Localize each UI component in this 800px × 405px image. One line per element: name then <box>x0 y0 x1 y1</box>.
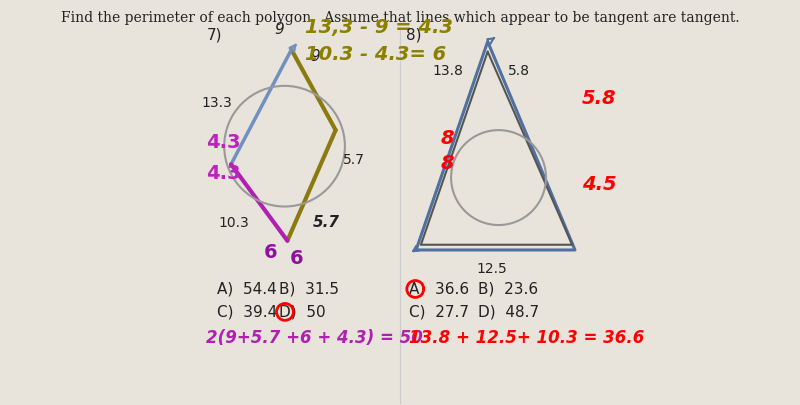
Text: 13.3: 13.3 <box>202 96 232 110</box>
Text: 5.7: 5.7 <box>313 215 340 230</box>
Text: C)  27.7: C) 27.7 <box>409 305 469 320</box>
Text: 7): 7) <box>207 28 222 43</box>
Text: A)  36.6: A) 36.6 <box>409 281 469 296</box>
Text: 6: 6 <box>264 243 278 262</box>
Text: D)  48.7: D) 48.7 <box>478 305 539 320</box>
Text: C)  39.4: C) 39.4 <box>217 305 278 320</box>
Text: 5.8: 5.8 <box>582 89 617 108</box>
Text: 12.5: 12.5 <box>476 262 507 276</box>
Text: 6: 6 <box>290 249 303 268</box>
Text: B)  31.5: B) 31.5 <box>279 281 339 296</box>
Text: Find the perimeter of each polygon.  Assume that lines which appear to be tangen: Find the perimeter of each polygon. Assu… <box>61 11 739 26</box>
Text: 9: 9 <box>274 22 284 37</box>
Text: 8: 8 <box>440 153 454 173</box>
Text: 4.3: 4.3 <box>206 134 241 152</box>
Text: 9: 9 <box>310 49 321 64</box>
Text: 10.3 - 4.3= 6: 10.3 - 4.3= 6 <box>306 45 446 64</box>
Text: B)  23.6: B) 23.6 <box>478 281 538 296</box>
Text: 2(9+5.7 +6 + 4.3) = 50: 2(9+5.7 +6 + 4.3) = 50 <box>206 329 423 347</box>
Text: 8: 8 <box>440 130 454 149</box>
Text: 5.7: 5.7 <box>343 153 365 167</box>
Text: D)  50: D) 50 <box>279 305 326 320</box>
Text: 4.3: 4.3 <box>206 164 241 183</box>
Text: 8): 8) <box>406 28 422 43</box>
Text: 13,3 - 9 = 4.3: 13,3 - 9 = 4.3 <box>306 18 454 37</box>
Text: 13.8: 13.8 <box>432 64 463 78</box>
Text: 4.5: 4.5 <box>582 175 617 194</box>
Text: 10.3: 10.3 <box>219 216 250 230</box>
Text: 13.8 + 12.5+ 10.3 = 36.6: 13.8 + 12.5+ 10.3 = 36.6 <box>409 329 644 347</box>
Text: 5.8: 5.8 <box>508 64 530 78</box>
Text: A)  54.4: A) 54.4 <box>217 281 277 296</box>
